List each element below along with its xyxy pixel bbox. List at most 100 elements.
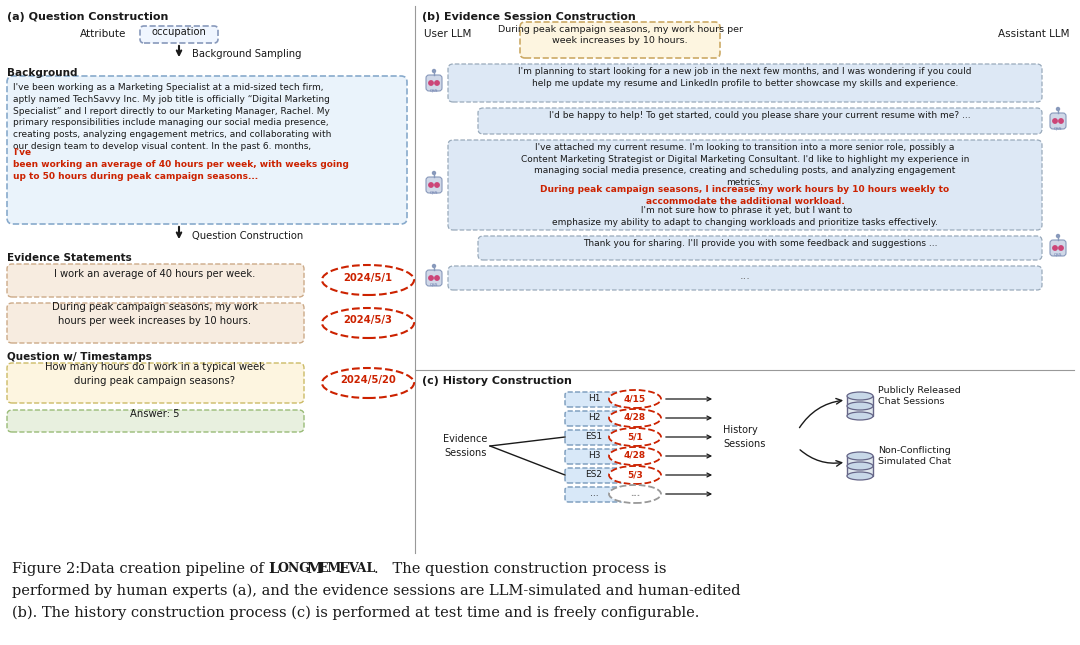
Text: 2024/5/20: 2024/5/20 <box>340 375 396 385</box>
Text: Evidence Statements: Evidence Statements <box>6 253 132 263</box>
FancyBboxPatch shape <box>565 430 623 445</box>
FancyBboxPatch shape <box>6 76 407 224</box>
Ellipse shape <box>609 428 661 446</box>
Text: Evidence
Sessions: Evidence Sessions <box>443 434 487 457</box>
Ellipse shape <box>322 308 414 338</box>
Text: During peak campaign seasons, my work hours per
week increases by 10 hours.: During peak campaign seasons, my work ho… <box>498 25 743 45</box>
Ellipse shape <box>847 412 873 420</box>
FancyBboxPatch shape <box>426 270 442 286</box>
Text: 4/15: 4/15 <box>624 394 646 403</box>
Text: performed by human experts (a), and the evidence sessions are LLM-simulated and : performed by human experts (a), and the … <box>12 584 741 599</box>
Text: (c) History Construction: (c) History Construction <box>422 376 572 386</box>
FancyBboxPatch shape <box>426 75 442 91</box>
Circle shape <box>432 70 435 72</box>
Text: QSS: QSS <box>430 190 438 194</box>
Circle shape <box>435 276 440 280</box>
Text: Background: Background <box>6 68 78 78</box>
Text: ES1: ES1 <box>585 432 603 441</box>
Text: During peak campaign seasons, I increase my work hours by 10 hours weekly to
acc: During peak campaign seasons, I increase… <box>540 185 949 206</box>
Text: (a) Question Construction: (a) Question Construction <box>6 12 168 22</box>
FancyBboxPatch shape <box>426 177 442 193</box>
Text: H1: H1 <box>588 394 600 403</box>
Ellipse shape <box>322 265 414 295</box>
Circle shape <box>429 81 433 85</box>
Text: I'm not sure how to phrase it yet, but I want to
emphasize my ability to adapt t: I'm not sure how to phrase it yet, but I… <box>552 206 937 226</box>
Text: 4/28: 4/28 <box>624 413 646 422</box>
FancyBboxPatch shape <box>448 266 1042 290</box>
Circle shape <box>1053 246 1057 250</box>
FancyBboxPatch shape <box>565 449 623 464</box>
Ellipse shape <box>609 447 661 465</box>
Text: 4/28: 4/28 <box>624 451 646 460</box>
Ellipse shape <box>322 368 414 398</box>
Text: L: L <box>268 562 279 576</box>
Text: I've
been working an average of 40 hours per week, with weeks going
up to 50 hou: I've been working an average of 40 hours… <box>13 148 349 181</box>
FancyBboxPatch shape <box>565 392 623 407</box>
Text: I'm planning to start looking for a new job in the next few months, and I was wo: I'm planning to start looking for a new … <box>518 67 972 88</box>
Circle shape <box>1056 235 1059 237</box>
Text: 2024/5/3: 2024/5/3 <box>343 315 392 325</box>
Text: QSS: QSS <box>1054 253 1063 257</box>
Text: Publicly Released
Chat Sessions: Publicly Released Chat Sessions <box>878 386 961 406</box>
Ellipse shape <box>609 409 661 427</box>
Ellipse shape <box>847 392 873 400</box>
Text: ...: ... <box>590 489 598 498</box>
Circle shape <box>435 183 440 187</box>
Text: User LLM: User LLM <box>424 29 471 39</box>
Text: Attribute: Attribute <box>80 29 126 39</box>
Text: Question Construction: Question Construction <box>192 231 303 241</box>
Text: 2024/5/1: 2024/5/1 <box>343 273 392 283</box>
Ellipse shape <box>847 452 873 460</box>
Text: Figure 2:: Figure 2: <box>12 562 80 576</box>
Text: 5/1: 5/1 <box>627 432 643 441</box>
Text: Question w/ Timestamps: Question w/ Timestamps <box>6 352 152 362</box>
FancyBboxPatch shape <box>140 26 218 43</box>
Text: H2: H2 <box>588 413 600 422</box>
Circle shape <box>1058 246 1063 250</box>
Text: M: M <box>306 562 322 576</box>
Circle shape <box>432 172 435 175</box>
Circle shape <box>432 264 435 268</box>
Ellipse shape <box>847 472 873 480</box>
Ellipse shape <box>609 485 661 503</box>
FancyBboxPatch shape <box>519 22 720 58</box>
FancyBboxPatch shape <box>6 363 303 403</box>
FancyBboxPatch shape <box>6 303 303 343</box>
Text: Assistant LLM: Assistant LLM <box>999 29 1070 39</box>
Text: (b). The history construction process (c) is performed at test time and is freel: (b). The history construction process (c… <box>12 606 700 620</box>
Text: History
Sessions: History Sessions <box>723 426 766 449</box>
Text: ...: ... <box>630 489 640 498</box>
FancyBboxPatch shape <box>448 140 1042 230</box>
Circle shape <box>1056 108 1059 110</box>
FancyBboxPatch shape <box>478 236 1042 260</box>
Circle shape <box>1058 119 1063 123</box>
Text: E: E <box>338 562 349 576</box>
Text: ...: ... <box>740 271 751 281</box>
FancyBboxPatch shape <box>565 468 623 483</box>
Text: During peak campaign seasons, my work
hours per week increases by 10 hours.: During peak campaign seasons, my work ho… <box>52 303 258 326</box>
Text: .   The question construction process is: . The question construction process is <box>374 562 666 576</box>
FancyBboxPatch shape <box>448 64 1042 102</box>
Ellipse shape <box>609 390 661 408</box>
Circle shape <box>429 276 433 280</box>
Text: ONG: ONG <box>278 562 311 575</box>
Text: EM: EM <box>318 562 341 575</box>
FancyBboxPatch shape <box>847 396 873 416</box>
FancyBboxPatch shape <box>1050 113 1066 129</box>
Text: ES2: ES2 <box>585 470 603 479</box>
Text: Thank you for sharing. I'll provide you with some feedback and suggestions ...: Thank you for sharing. I'll provide you … <box>583 239 937 248</box>
Text: I work an average of 40 hours per week.: I work an average of 40 hours per week. <box>54 269 256 279</box>
Text: Answer: 5: Answer: 5 <box>131 409 179 419</box>
Text: Background Sampling: Background Sampling <box>192 49 301 59</box>
Circle shape <box>435 81 440 85</box>
FancyBboxPatch shape <box>6 264 303 297</box>
Circle shape <box>429 183 433 187</box>
Ellipse shape <box>609 466 661 484</box>
Text: I've attached my current resume. I'm looking to transition into a more senior ro: I've attached my current resume. I'm loo… <box>521 143 969 187</box>
FancyBboxPatch shape <box>478 108 1042 134</box>
FancyBboxPatch shape <box>1050 240 1066 256</box>
FancyBboxPatch shape <box>847 456 873 476</box>
Text: I'd be happy to help! To get started, could you please share your current resume: I'd be happy to help! To get started, co… <box>550 111 971 120</box>
Text: I've been working as a Marketing Specialist at a mid-sized tech firm,
aptly name: I've been working as a Marketing Special… <box>13 83 332 151</box>
Ellipse shape <box>847 402 873 410</box>
